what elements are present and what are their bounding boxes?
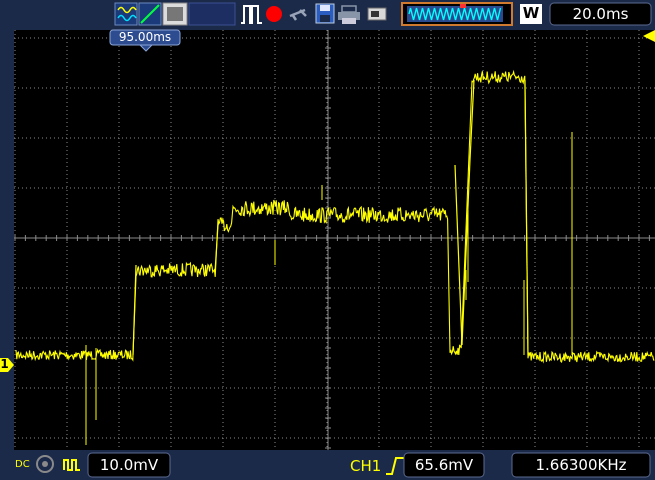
persistence-icon[interactable] — [162, 2, 188, 26]
memory-depth-indicator — [401, 2, 513, 26]
invert-icon — [63, 459, 80, 471]
memory-mode-letter: W — [522, 4, 540, 22]
trigger-position-label: 95.00ms — [118, 30, 172, 44]
pulse-icon[interactable] — [241, 5, 262, 24]
timebase-box[interactable] — [549, 2, 652, 26]
save-icon[interactable] — [315, 3, 335, 24]
frequency-box[interactable] — [511, 452, 651, 478]
frequency-value: 1.66300KHz — [535, 456, 627, 474]
trigger-level-value: 65.6mV — [414, 456, 474, 474]
display-area — [14, 30, 655, 450]
trigger-level-marker[interactable] — [643, 30, 655, 42]
coupling-label: DC — [15, 459, 30, 470]
trigger-level-box[interactable] — [403, 452, 485, 478]
ch1-trace — [15, 69, 655, 445]
timebase-value: 20.0ms — [572, 5, 629, 23]
ch1-ground-marker[interactable] — [0, 358, 14, 372]
ch1-scale-value: 10.0mV — [99, 456, 159, 474]
memory-mode-box[interactable] — [520, 4, 542, 24]
graticule — [14, 30, 655, 450]
probe-icon[interactable] — [289, 8, 307, 21]
trigger-position-marker[interactable] — [109, 29, 181, 52]
waveform-mode-icon[interactable] — [114, 2, 138, 26]
print-icon[interactable] — [338, 5, 360, 24]
record-icon[interactable] — [266, 6, 282, 22]
ch1-marker-label: 1 — [0, 357, 9, 371]
rising-edge-icon — [386, 457, 404, 475]
blank-panel — [188, 2, 236, 26]
trigger-source-label: CH1 — [350, 457, 382, 475]
ch1-scale-box[interactable] — [87, 452, 171, 478]
ramp-icon[interactable] — [138, 2, 162, 26]
usb-icon[interactable] — [367, 7, 387, 21]
bandwidth-limit-icon — [36, 455, 54, 473]
